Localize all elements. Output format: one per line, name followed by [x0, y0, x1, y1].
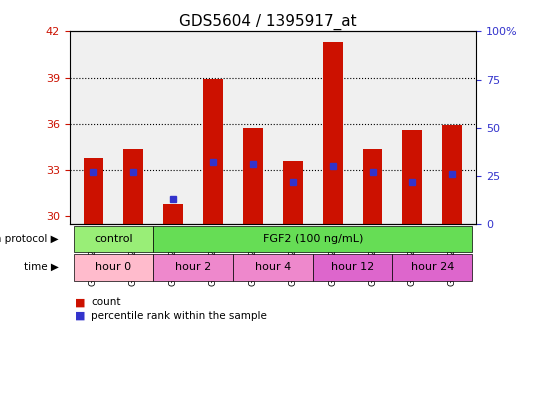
- Text: hour 0: hour 0: [95, 262, 132, 272]
- Text: hour 12: hour 12: [331, 262, 374, 272]
- Text: ■: ■: [75, 311, 86, 321]
- Text: control: control: [94, 234, 133, 244]
- Bar: [283, 161, 303, 224]
- Bar: [163, 204, 183, 224]
- Text: hour 2: hour 2: [175, 262, 211, 272]
- Bar: [203, 79, 223, 224]
- Text: GDS5604 / 1395917_at: GDS5604 / 1395917_at: [179, 14, 356, 30]
- Text: time ▶: time ▶: [24, 262, 59, 272]
- Text: hour 24: hour 24: [411, 262, 454, 272]
- Text: FGF2 (100 ng/mL): FGF2 (100 ng/mL): [263, 234, 363, 244]
- Bar: [124, 149, 143, 224]
- Text: percentile rank within the sample: percentile rank within the sample: [91, 311, 267, 321]
- Bar: [83, 158, 103, 224]
- Text: count: count: [91, 297, 120, 307]
- Bar: [402, 130, 422, 224]
- Bar: [442, 125, 462, 224]
- Bar: [323, 42, 342, 224]
- Text: growth protocol ▶: growth protocol ▶: [0, 234, 59, 244]
- Bar: [243, 129, 263, 224]
- Text: ■: ■: [75, 297, 86, 307]
- Bar: [363, 149, 383, 224]
- Text: hour 4: hour 4: [255, 262, 291, 272]
